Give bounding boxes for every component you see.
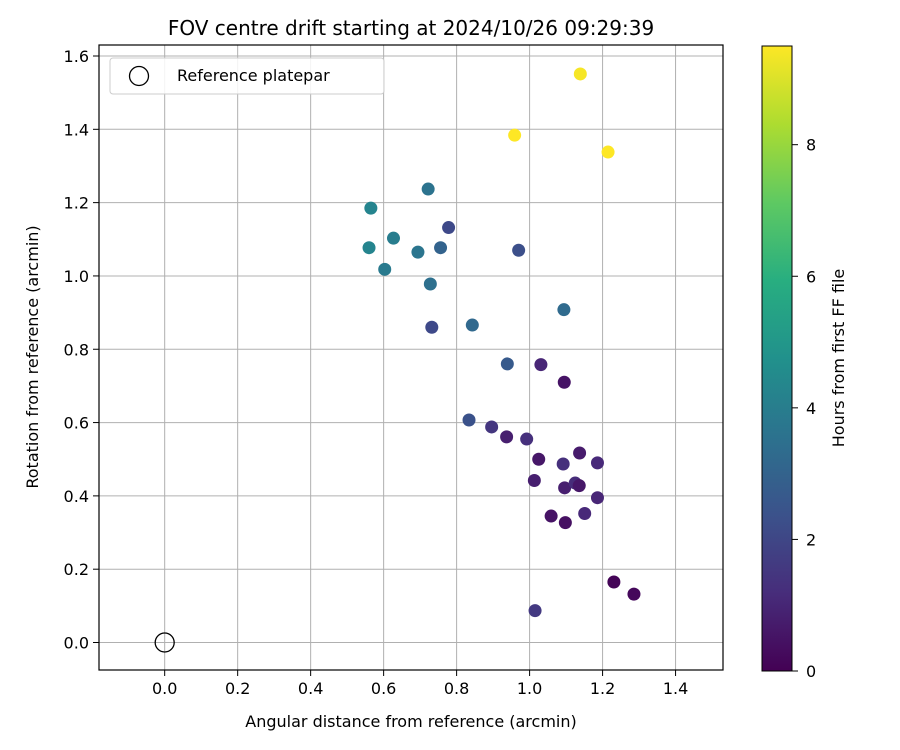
data-point [378,262,392,276]
data-point [362,241,376,255]
data-point [556,457,570,471]
data-point [421,182,435,196]
y-axis-label: Rotation from reference (arcmin) [23,225,42,488]
data-point [442,221,456,235]
data-point [462,413,476,427]
reference-marker-layer [154,632,175,653]
y-tick-label: 0.2 [64,560,89,579]
data-point [557,303,571,317]
y-tick-label: 1.4 [64,120,89,139]
y-tick-label: 0.0 [64,634,89,653]
data-point [425,320,439,334]
x-tick-label: 0.6 [371,679,396,698]
x-tick-label: 0.8 [444,679,469,698]
x-axis-ticks: 0.0 0.2 0.4 0.6 0.8 1.0 1.2 1.4 [152,670,688,698]
y-tick-label: 0.6 [64,414,89,433]
data-point [607,575,621,589]
data-point [573,67,587,81]
x-tick-label: 0.4 [298,679,323,698]
data-point [364,201,378,215]
x-axis-label: Angular distance from reference (arcmin) [245,712,576,731]
data-point [590,456,604,470]
legend-label: Reference platepar [177,66,330,85]
x-tick-label: 1.4 [663,679,688,698]
colorbar-tick-label: 8 [806,136,816,155]
legend: Reference platepar [109,57,385,95]
data-points [362,67,641,618]
colorbar-tick-label: 2 [806,530,816,549]
data-point [527,473,541,487]
data-point [500,357,514,371]
data-point [590,491,604,505]
y-axis-ticks: 0.0 0.2 0.4 0.6 0.8 1.0 1.2 1.4 1.6 [64,47,99,653]
data-point [558,516,572,530]
data-point [411,245,425,259]
data-point [544,509,558,523]
y-tick-label: 1.0 [64,267,89,286]
chart-title: FOV centre drift starting at 2024/10/26 … [168,16,654,40]
x-tick-label: 0.0 [152,679,177,698]
data-point [386,231,400,245]
colorbar-tick-label: 0 [806,662,816,681]
data-point [508,128,522,142]
data-point [423,277,437,291]
colorbar: 0 2 4 6 8 Hours from first FF file [761,45,848,681]
colorbar-gradient [761,45,793,672]
y-tick-label: 1.2 [64,194,89,213]
data-point [601,145,615,159]
data-point [627,587,641,601]
legend-box [109,57,385,95]
plot-frame [98,44,724,671]
x-tick-label: 1.0 [517,679,542,698]
legend-marker-icon [128,65,150,87]
data-point [578,506,592,520]
grid-lines [99,45,723,670]
data-point [528,604,542,618]
data-point [558,481,572,495]
x-tick-label: 1.2 [590,679,615,698]
data-point [557,375,571,389]
colorbar-tick-label: 6 [806,267,816,286]
data-point [532,452,546,466]
y-tick-label: 0.4 [64,487,89,506]
data-point [534,358,548,372]
data-point [434,241,448,255]
y-tick-label: 1.6 [64,47,89,66]
colorbar-tick-label: 4 [806,399,816,418]
data-point [520,432,534,446]
data-point [572,479,586,493]
reference-platepar-marker [154,632,175,653]
data-point [485,420,499,434]
x-tick-label: 0.2 [225,679,250,698]
data-point [500,430,514,444]
colorbar-label: Hours from first FF file [829,269,848,448]
y-tick-label: 0.8 [64,340,89,359]
data-point [573,446,587,460]
data-point [512,243,526,257]
data-point [465,318,479,332]
colorbar-ticks: 0 2 4 6 8 [792,136,816,681]
